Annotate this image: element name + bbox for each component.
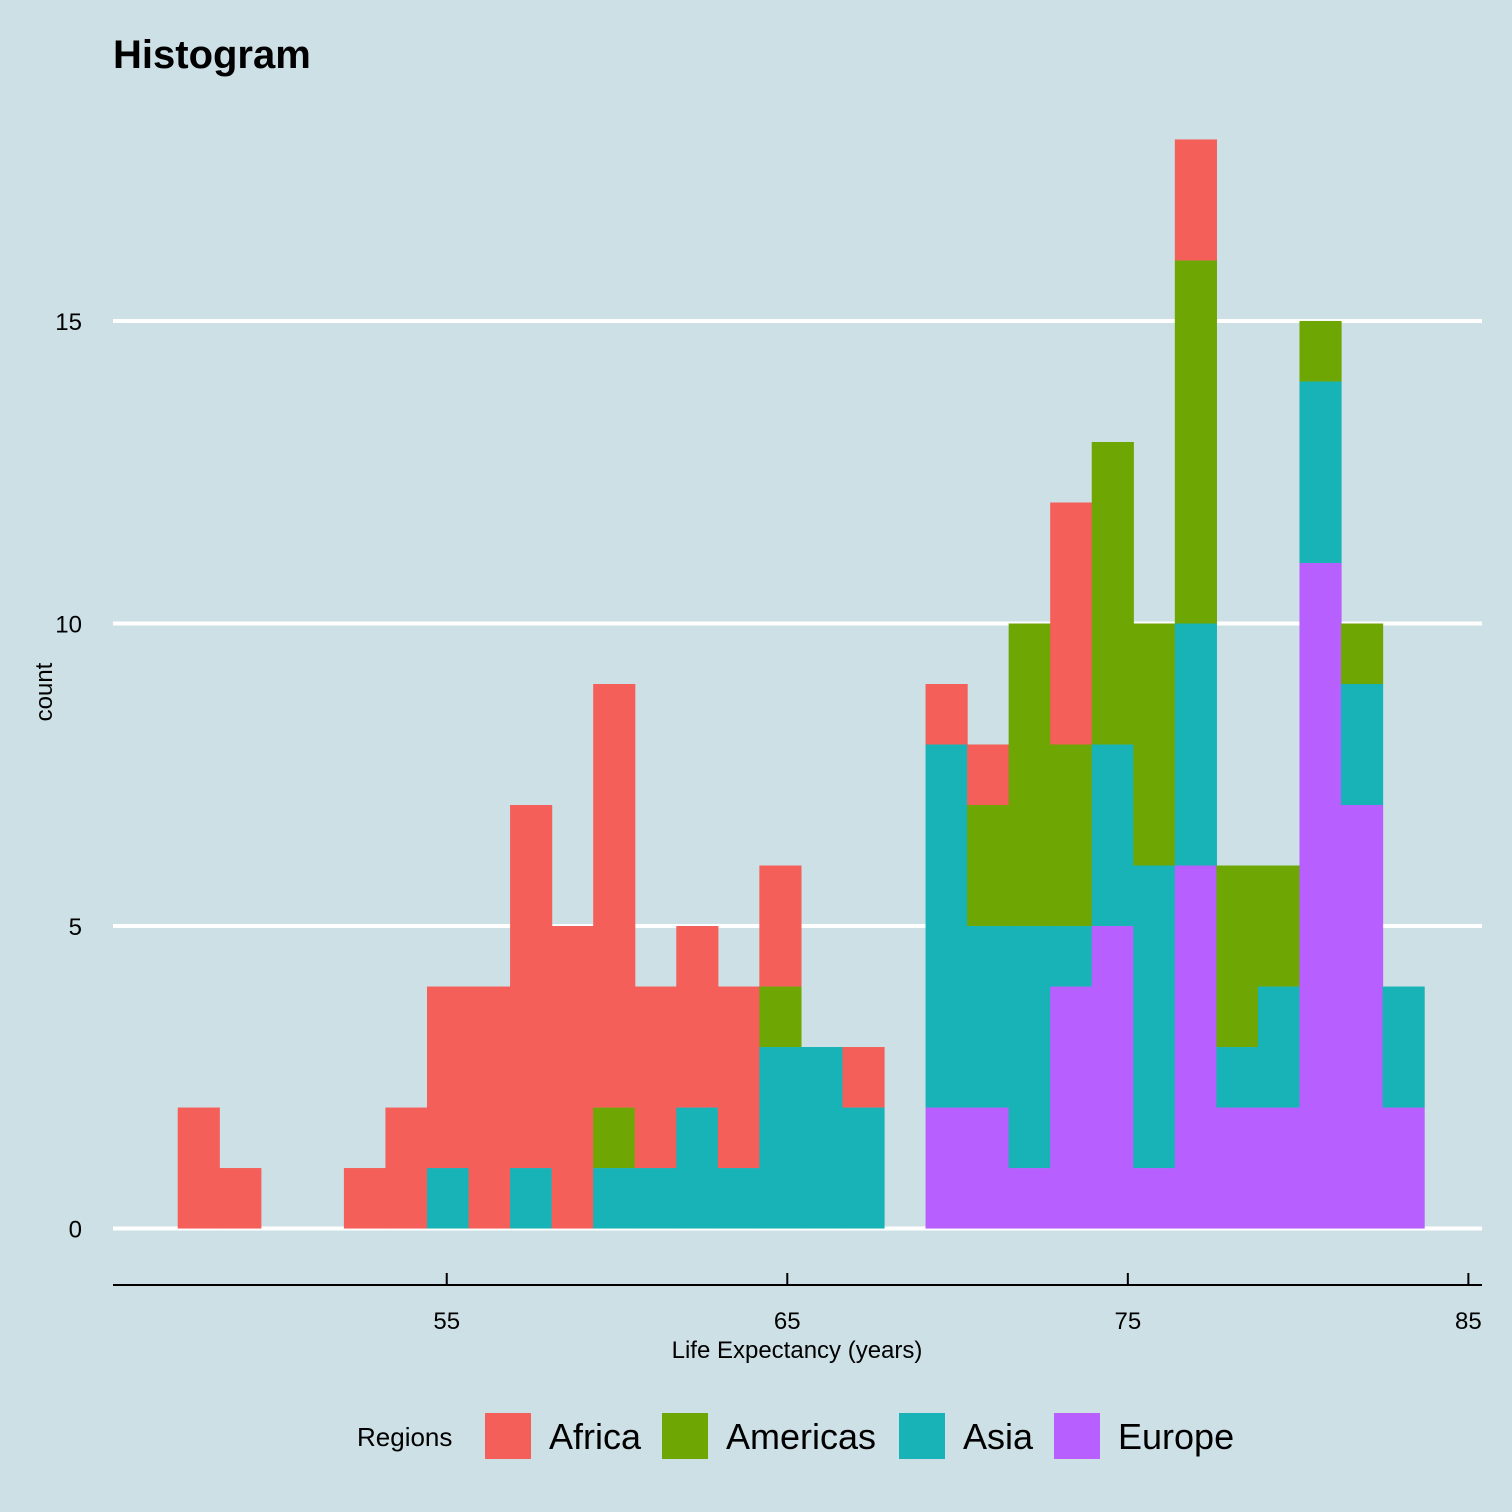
bar-segment-asia bbox=[1008, 926, 1051, 1169]
bar-segment-asia bbox=[634, 1168, 677, 1229]
bar-segment-europe bbox=[925, 1107, 968, 1229]
bar-segment-asia bbox=[426, 1168, 470, 1229]
bar-segment-asia bbox=[510, 1168, 553, 1229]
bar-segment-africa bbox=[468, 986, 511, 1229]
bar-segment-asia bbox=[593, 1168, 636, 1229]
bar-segment-europe bbox=[1257, 1107, 1301, 1229]
bar-segment-europe bbox=[1008, 1168, 1051, 1229]
bar-segment-americas bbox=[1050, 744, 1093, 927]
bar-segment-africa bbox=[967, 744, 1010, 806]
x-tick-label: 55 bbox=[433, 1308, 460, 1335]
bar-segment-africa bbox=[634, 986, 677, 1169]
bar-segment-africa bbox=[676, 926, 719, 1108]
bars bbox=[177, 139, 1425, 1229]
bar-segment-americas bbox=[759, 986, 802, 1048]
bar-segment-africa bbox=[426, 986, 470, 1169]
bar-segment-africa bbox=[551, 926, 594, 1229]
bar-segment-asia bbox=[1091, 744, 1134, 927]
legend-label-europe: Europe bbox=[1118, 1416, 1234, 1457]
legend-title: Regions bbox=[357, 1422, 452, 1452]
y-tick-label: 5 bbox=[69, 914, 82, 941]
bar-segment-africa bbox=[510, 805, 553, 1169]
bar-segment-americas bbox=[1257, 865, 1301, 987]
bar-segment-asia bbox=[800, 1047, 844, 1229]
bar-segment-europe bbox=[1382, 1107, 1425, 1229]
bar-segment-africa bbox=[219, 1168, 262, 1229]
bar-segment-africa bbox=[177, 1107, 220, 1229]
bar-segment-europe bbox=[967, 1107, 1010, 1229]
bar-segment-asia bbox=[1174, 623, 1217, 866]
x-axis: 55 65 75 85 bbox=[113, 1273, 1482, 1335]
legend-label-africa: Africa bbox=[549, 1416, 642, 1457]
x-axis-label: Life Expectancy (years) bbox=[672, 1337, 923, 1364]
bar-segment-americas bbox=[1008, 623, 1051, 927]
legend-label-asia: Asia bbox=[963, 1416, 1034, 1457]
bar-segment-africa bbox=[385, 1107, 428, 1229]
bar-segment-europe bbox=[1341, 805, 1384, 1229]
bar-segment-asia bbox=[1050, 926, 1093, 987]
bar-segment-asia bbox=[1299, 381, 1342, 563]
bar-segment-americas bbox=[593, 1107, 636, 1169]
bar-segment-africa bbox=[593, 684, 636, 1108]
bar-segment-africa bbox=[343, 1168, 387, 1229]
bar-segment-asia bbox=[967, 926, 1010, 1108]
bar-segment-europe bbox=[1174, 865, 1217, 1229]
bar-segment-americas bbox=[1216, 865, 1259, 1048]
bar-segment-americas bbox=[967, 805, 1010, 927]
bar-segment-africa bbox=[759, 865, 802, 987]
bar-segment-asia bbox=[759, 1047, 802, 1229]
legend-swatch-africa bbox=[485, 1413, 531, 1459]
bar-segment-europe bbox=[1091, 926, 1134, 1229]
x-tick-label: 65 bbox=[774, 1308, 801, 1335]
y-tick-label: 0 bbox=[69, 1217, 82, 1244]
x-tick-label: 85 bbox=[1455, 1308, 1482, 1335]
bar-segment-asia bbox=[1341, 684, 1384, 806]
y-tick-label: 15 bbox=[55, 309, 82, 336]
legend-swatch-americas bbox=[662, 1413, 708, 1459]
bar-segment-europe bbox=[1299, 562, 1342, 1229]
bar-segment-asia bbox=[717, 1168, 760, 1229]
legend: Regions Africa Americas Asia Europe bbox=[357, 1413, 1234, 1459]
bar-segment-asia bbox=[925, 744, 968, 1108]
bar-segment-europe bbox=[1216, 1107, 1259, 1229]
bar-segment-asia bbox=[842, 1107, 885, 1229]
bar-segment-americas bbox=[1299, 320, 1342, 382]
y-axis-ticks: 0 5 10 15 bbox=[55, 309, 82, 1244]
bar-segment-africa bbox=[717, 986, 760, 1169]
bar-segment-africa bbox=[925, 684, 968, 745]
bar-segment-europe bbox=[1050, 986, 1093, 1229]
bar-segment-asia bbox=[1257, 986, 1301, 1108]
legend-label-americas: Americas bbox=[726, 1416, 876, 1457]
bar-segment-americas bbox=[1133, 623, 1176, 866]
x-tick-label: 75 bbox=[1114, 1308, 1141, 1335]
bar-segment-americas bbox=[1341, 623, 1384, 684]
bar-segment-africa bbox=[842, 1047, 885, 1108]
bar-segment-africa bbox=[1174, 139, 1217, 261]
bar-segment-americas bbox=[1174, 260, 1217, 624]
bar-segment-asia bbox=[1133, 865, 1176, 1169]
bar-segment-africa bbox=[1050, 502, 1093, 745]
bar-segment-europe bbox=[1133, 1168, 1176, 1229]
bar-segment-asia bbox=[1216, 1047, 1259, 1108]
legend-swatch-europe bbox=[1054, 1413, 1100, 1459]
bar-segment-asia bbox=[676, 1107, 719, 1229]
bar-segment-americas bbox=[1091, 441, 1134, 745]
chart-title: Histogram bbox=[113, 33, 311, 77]
legend-swatch-asia bbox=[899, 1413, 945, 1459]
bar-segment-asia bbox=[1382, 986, 1425, 1108]
y-tick-label: 10 bbox=[55, 611, 82, 638]
y-axis-label: count bbox=[31, 662, 58, 721]
